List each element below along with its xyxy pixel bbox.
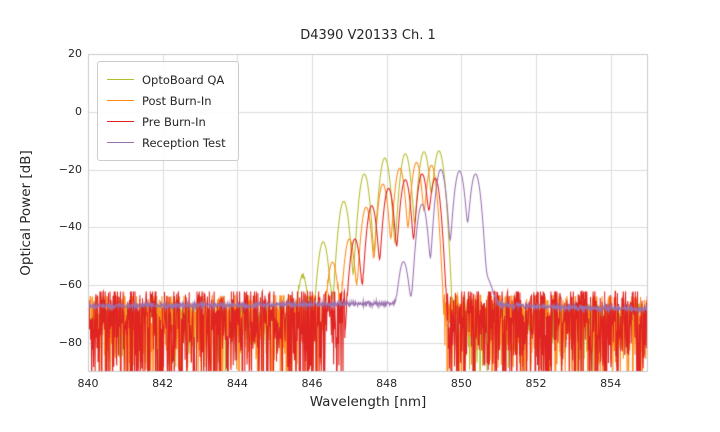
- legend-item-label: Reception Test: [142, 135, 226, 150]
- legend-item: Post Burn-In: [107, 90, 226, 111]
- y-tick-label: −20: [58, 162, 82, 176]
- legend-line-swatch: [107, 142, 134, 143]
- y-tick-label: 0: [75, 104, 82, 118]
- legend-line-swatch: [107, 100, 134, 101]
- y-tick-label: −80: [58, 336, 82, 350]
- x-tick-label: 840: [77, 377, 99, 390]
- legend-item-label: OptoBoard QA: [142, 72, 225, 87]
- legend: OptoBoard QA Post Burn-In Pre Burn-In Recep…: [97, 61, 239, 161]
- legend-line-swatch: [107, 79, 134, 80]
- y-tick-label: 20: [68, 47, 82, 60]
- y-axis-label: Optical Power [dB]: [18, 150, 34, 276]
- legend-item-label: Pre Burn-In: [142, 114, 206, 129]
- legend-item: Pre Burn-In: [107, 111, 226, 132]
- x-tick-label: 846: [301, 377, 323, 390]
- y-tick-label: −60: [58, 278, 82, 292]
- legend-item-label: Post Burn-In: [142, 93, 212, 108]
- x-axis-label: Wavelength [nm]: [309, 394, 427, 410]
- y-tick-label: −40: [58, 220, 82, 234]
- x-tick-label: 850: [450, 377, 472, 390]
- legend-line-swatch: [107, 121, 134, 122]
- x-tick-label: 852: [525, 377, 547, 390]
- chart-title: D4390 V20133 Ch. 1: [300, 28, 436, 43]
- x-tick-label: 842: [152, 377, 174, 390]
- x-tick-label: 854: [600, 377, 622, 390]
- legend-item: Reception Test: [107, 132, 226, 153]
- legend-item: OptoBoard QA: [107, 69, 226, 90]
- x-tick-label: 844: [226, 377, 248, 390]
- x-tick-label: 848: [376, 377, 398, 390]
